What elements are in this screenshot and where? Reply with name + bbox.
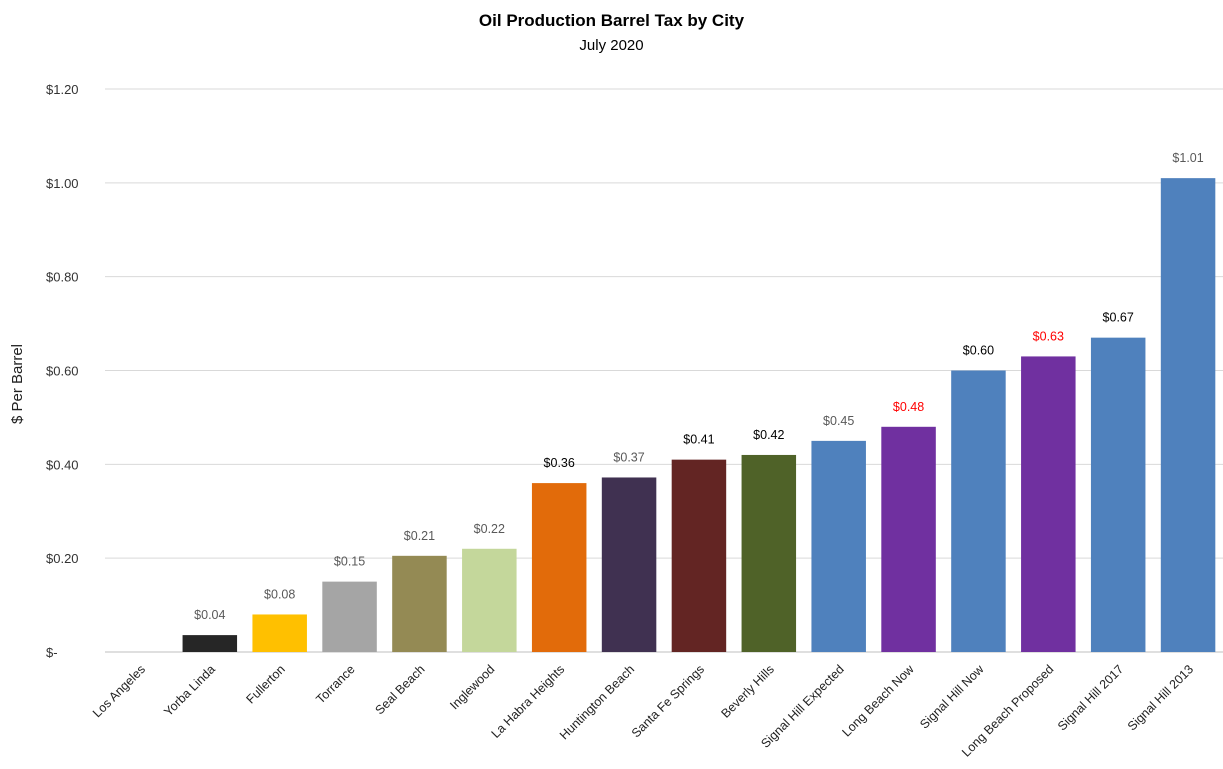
x-tick-label: Huntington Beach: [557, 662, 637, 742]
bar: [531, 483, 587, 652]
bar: [601, 477, 657, 652]
x-tick-label: Long Beach Now: [839, 662, 917, 740]
bar: [881, 426, 936, 652]
y-axis-ticks: $- $0.20 $0.40 $0.60 $0.80 $1.00 $1.20: [46, 82, 79, 660]
x-tick-label: Signal Hill 2017: [1055, 662, 1126, 733]
data-label: $0.60: [963, 344, 994, 358]
bar: [741, 454, 797, 652]
y-axis-label: $ Per Barrel: [9, 344, 26, 424]
bar: [392, 555, 447, 652]
bar: [671, 459, 727, 652]
x-tick-label: Inglewood: [447, 662, 497, 712]
bar: [1090, 337, 1146, 652]
data-label: $0.41: [683, 433, 714, 447]
y-tick-label: $0.80: [46, 270, 79, 285]
data-label: $0.42: [753, 428, 784, 442]
data-label: $0.22: [474, 522, 505, 536]
bar: [951, 370, 1006, 652]
data-label: $0.04: [194, 608, 225, 622]
bar: [462, 548, 517, 652]
bar: [1021, 356, 1076, 652]
bar: [182, 635, 238, 652]
data-label: $0.08: [264, 587, 295, 601]
data-label: $0.15: [334, 555, 365, 569]
bar: [1160, 178, 1216, 652]
bar: [252, 614, 307, 652]
data-label: $1.01: [1172, 151, 1203, 165]
x-tick-label: Torrance: [313, 662, 357, 706]
x-tick-label: Fullerton: [244, 662, 288, 706]
data-label: $0.63: [1033, 329, 1064, 343]
y-tick-label: $-: [46, 645, 58, 660]
y-tick-label: $0.20: [46, 551, 79, 566]
data-labels: $0.04 $0.08 $0.15 $0.21 $0.22 $0.36 $0.37 $0.41…: [194, 151, 1204, 622]
x-tick-label: Beverly Hills: [718, 662, 777, 721]
data-label: $0.45: [823, 414, 854, 428]
data-label: $0.37: [613, 450, 644, 464]
y-tick-label: $0.60: [46, 364, 79, 379]
data-label: $0.48: [893, 400, 924, 414]
y-tick-label: $1.00: [46, 176, 79, 191]
bars: [182, 178, 1216, 652]
bar: [322, 581, 377, 652]
chart-subtitle: July 2020: [579, 37, 644, 54]
x-tick-label: La Habra Heights: [489, 662, 568, 741]
data-label: $0.21: [404, 529, 435, 543]
x-tick-label: Signal Hill 2013: [1125, 662, 1196, 733]
x-tick-label: Santa Fe Springs: [629, 662, 707, 740]
x-axis-ticks: Los Angeles Yorba Linda Fullerton Torrance S…: [90, 662, 1196, 760]
chart-title: Oil Production Barrel Tax by City: [478, 11, 745, 30]
y-tick-label: $1.20: [46, 82, 79, 97]
x-tick-label: Los Angeles: [90, 662, 148, 720]
x-tick-label: Signal Hill Now: [917, 662, 987, 732]
y-tick-label: $0.40: [46, 457, 79, 472]
x-tick-label: Seal Beach: [372, 662, 427, 717]
x-tick-label: Yorba Linda: [161, 662, 218, 719]
bar: [811, 440, 866, 652]
data-label: $0.36: [544, 456, 575, 470]
data-label: $0.67: [1103, 311, 1134, 325]
